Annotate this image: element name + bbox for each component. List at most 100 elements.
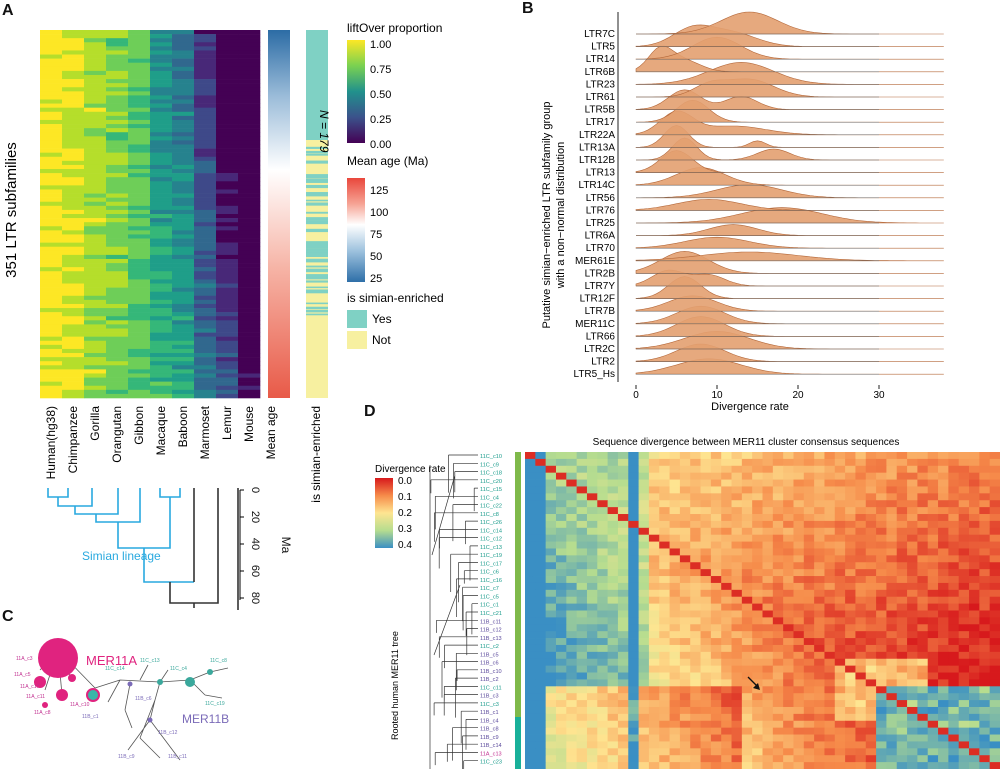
heatmap-cell: [150, 336, 173, 342]
matrix-cell: [576, 617, 588, 625]
heatmap-cell: [62, 128, 85, 133]
simian-yes-stripe: [306, 251, 328, 255]
matrix-cell: [525, 665, 536, 673]
matrix-cell: [586, 486, 598, 494]
matrix-cell: [938, 527, 949, 536]
heatmap-cell: [106, 275, 129, 280]
heatmap-cell: [216, 230, 239, 235]
heatmap-cell: [172, 201, 195, 207]
matrix-cell: [525, 589, 536, 598]
matrix-cell: [741, 672, 753, 680]
heatmap-cell: [62, 62, 85, 68]
matrix-cell: [535, 741, 547, 749]
matrix-cell: [969, 603, 980, 611]
matrix-cell: [762, 644, 774, 653]
matrix-cell: [886, 452, 898, 460]
tree-tip-label: 11B_c3: [480, 694, 499, 700]
mer11-rooted-tree: [429, 454, 478, 769]
network-node: [86, 688, 100, 702]
matrix-cell: [731, 582, 743, 591]
matrix-cell: [834, 507, 846, 515]
matrix-cell: [834, 534, 846, 542]
heatmap-cell: [194, 377, 217, 382]
matrix-cell: [772, 527, 784, 536]
matrix-cell: [628, 651, 639, 660]
matrix-cell: [834, 472, 846, 480]
heatmap-cell: [194, 385, 217, 391]
heatmap-cell: [62, 79, 85, 84]
matrix-cell: [700, 610, 712, 618]
matrix-cell: [752, 734, 763, 742]
matrix-cell: [783, 686, 794, 694]
matrix-cell: [793, 631, 805, 639]
matrix-cell: [525, 534, 536, 542]
matrix-cell: [917, 548, 929, 556]
matrix-cell: [679, 638, 691, 646]
matrix-cell: [907, 734, 918, 742]
tree-tip-label: 11C_c6: [480, 570, 499, 576]
matrix-cell: [948, 624, 960, 632]
heatmap-cell: [150, 140, 173, 145]
matrix-cell: [525, 514, 536, 522]
matrix-cell: [938, 520, 949, 529]
matrix-cell: [741, 665, 753, 673]
heatmap-cell: [172, 324, 195, 329]
heatmap-cell: [216, 87, 239, 92]
matrix-cell: [958, 624, 970, 632]
heatmap-cell: [172, 197, 195, 203]
matrix-cell: [927, 672, 939, 680]
matrix-cell: [907, 624, 918, 632]
matrix-cell: [927, 748, 939, 756]
matrix-cell: [886, 624, 898, 632]
matrix-cell: [783, 548, 794, 556]
svg-text:11C_c14: 11C_c14: [105, 666, 125, 672]
matrix-cell: [938, 452, 949, 460]
network-node: [34, 676, 46, 688]
heatmap-cell: [128, 357, 151, 362]
matrix-cell: [638, 748, 650, 756]
matrix-cell: [772, 713, 784, 722]
heatmap-cell: [150, 222, 173, 227]
matrix-cell: [731, 693, 743, 701]
heatmap-cell: [128, 197, 151, 203]
heatmap-cell: [106, 115, 129, 121]
matrix-cell: [628, 617, 639, 625]
heatmap-cell: [62, 332, 85, 337]
matrix-cell: [762, 665, 774, 673]
heatmap-cell: [62, 115, 85, 121]
heatmap-cell: [172, 250, 195, 256]
matrix-cell: [927, 576, 939, 584]
matrix-cell: [741, 638, 753, 646]
heatmap-cell: [84, 38, 107, 43]
matrix-cell: [834, 713, 846, 722]
matrix-cell: [690, 638, 701, 646]
heatmap-cell: [128, 271, 151, 276]
matrix-cell: [814, 720, 825, 729]
matrix-cell: [979, 720, 991, 729]
matrix-cell: [659, 603, 670, 611]
heatmap-cell: [238, 385, 261, 391]
matrix-cell: [669, 486, 681, 494]
matrix-cell: [865, 658, 877, 667]
matrix-cell: [752, 527, 763, 536]
heatmap-cell: [216, 357, 239, 362]
simian-yes-stripe: [306, 286, 328, 289]
matrix-cell: [938, 603, 949, 611]
matrix-cell: [989, 638, 1000, 646]
matrix-cell: [845, 624, 856, 632]
matrix-cell: [803, 644, 815, 653]
matrix-cell: [886, 486, 898, 494]
matrix-cell: [648, 693, 660, 701]
heatmap-cell: [106, 250, 129, 256]
matrix-cell: [845, 472, 856, 480]
matrix-cell: [690, 472, 701, 480]
heatmap-cell: [216, 393, 239, 399]
heatmap-cell: [106, 271, 129, 276]
heatmap-cell: [216, 46, 239, 51]
matrix-cell: [865, 610, 877, 618]
matrix-cell: [845, 527, 856, 536]
network-node: [42, 702, 48, 708]
matrix-cell: [617, 706, 629, 715]
matrix-cell: [679, 541, 691, 549]
